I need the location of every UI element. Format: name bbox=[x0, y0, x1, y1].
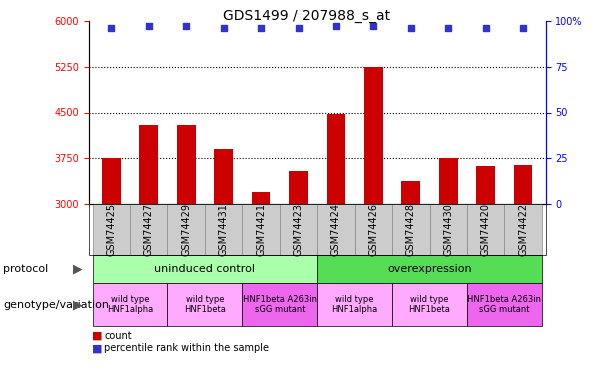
Text: HNF1beta A263in
sGG mutant: HNF1beta A263in sGG mutant bbox=[467, 295, 541, 314]
Bar bbox=[327, 114, 345, 375]
Text: HNF1beta A263in
sGG mutant: HNF1beta A263in sGG mutant bbox=[243, 295, 317, 314]
Point bbox=[443, 25, 453, 31]
Point bbox=[481, 25, 490, 31]
Point bbox=[331, 23, 341, 29]
Text: ▶: ▶ bbox=[73, 298, 83, 311]
Bar bbox=[252, 192, 270, 375]
Point bbox=[294, 25, 303, 31]
Bar bbox=[476, 166, 495, 375]
Bar bbox=[102, 159, 121, 375]
Bar bbox=[139, 125, 158, 375]
Point bbox=[368, 23, 378, 29]
Text: count: count bbox=[104, 331, 132, 341]
Text: uninduced control: uninduced control bbox=[154, 264, 256, 274]
Text: GSM74431: GSM74431 bbox=[219, 203, 229, 256]
Point bbox=[219, 25, 229, 31]
Text: GSM74422: GSM74422 bbox=[518, 203, 528, 256]
Text: GSM74426: GSM74426 bbox=[368, 203, 378, 256]
Text: GSM74428: GSM74428 bbox=[406, 203, 416, 256]
Text: percentile rank within the sample: percentile rank within the sample bbox=[104, 344, 269, 353]
Text: wild type
HNF1alpha: wild type HNF1alpha bbox=[332, 295, 378, 314]
Text: GSM74420: GSM74420 bbox=[481, 203, 490, 256]
Text: GDS1499 / 207988_s_at: GDS1499 / 207988_s_at bbox=[223, 9, 390, 23]
Text: GSM74421: GSM74421 bbox=[256, 203, 266, 256]
Point bbox=[181, 23, 191, 29]
Text: wild type
HNF1alpha: wild type HNF1alpha bbox=[107, 295, 153, 314]
Bar bbox=[215, 149, 233, 375]
Text: GSM74427: GSM74427 bbox=[144, 203, 154, 256]
Text: ■: ■ bbox=[92, 331, 102, 341]
Text: genotype/variation: genotype/variation bbox=[3, 300, 109, 310]
Bar bbox=[177, 125, 196, 375]
Bar bbox=[364, 67, 383, 375]
Text: ■: ■ bbox=[92, 344, 102, 353]
Point bbox=[144, 23, 154, 29]
Point bbox=[107, 25, 116, 31]
Text: GSM74423: GSM74423 bbox=[294, 203, 303, 256]
Text: wild type
HNF1beta: wild type HNF1beta bbox=[409, 295, 451, 314]
Bar bbox=[514, 165, 533, 375]
Bar bbox=[439, 159, 457, 375]
Text: protocol: protocol bbox=[3, 264, 48, 274]
Point bbox=[518, 25, 528, 31]
Text: wild type
HNF1beta: wild type HNF1beta bbox=[184, 295, 226, 314]
Bar bbox=[289, 171, 308, 375]
Point bbox=[406, 25, 416, 31]
Text: GSM74424: GSM74424 bbox=[331, 203, 341, 256]
Point bbox=[256, 25, 266, 31]
Text: GSM74425: GSM74425 bbox=[106, 203, 116, 256]
Bar bbox=[402, 181, 420, 375]
Text: ▶: ▶ bbox=[73, 262, 83, 276]
Text: overexpression: overexpression bbox=[387, 264, 472, 274]
Text: GSM74430: GSM74430 bbox=[443, 203, 453, 256]
Text: GSM74429: GSM74429 bbox=[181, 203, 191, 256]
